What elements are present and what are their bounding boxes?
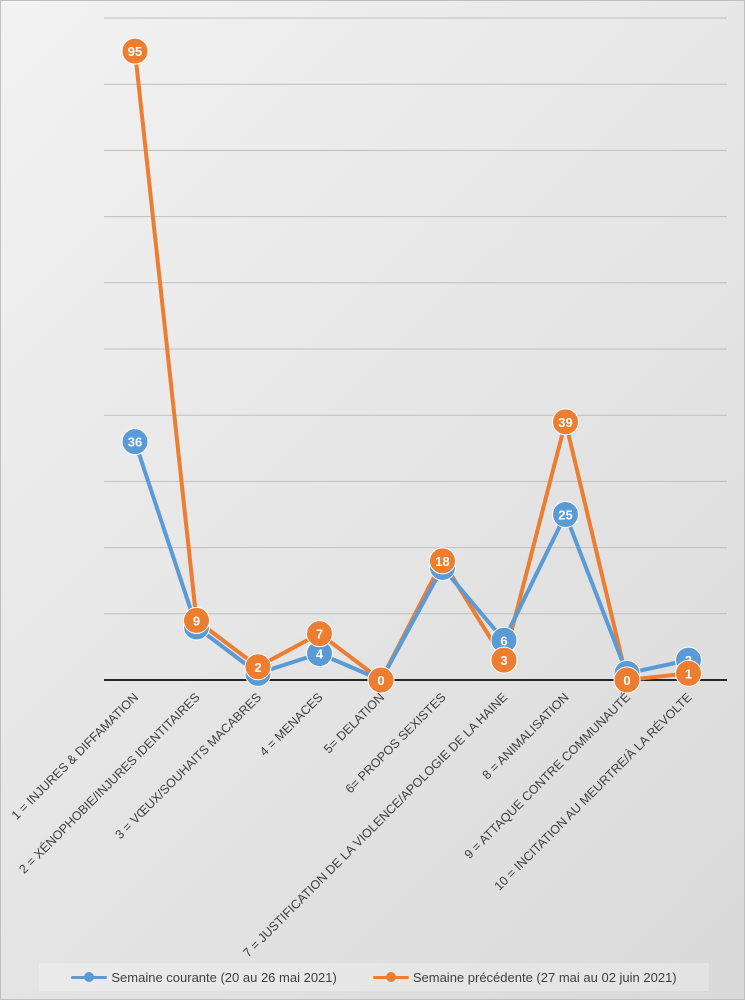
x-tick-label: 1 = INJURES & DIFFAMATION: [9, 690, 141, 822]
legend: Semaine courante (20 au 26 mai 2021) Sem…: [39, 963, 709, 991]
point-marker: [121, 37, 149, 65]
x-tick-label: 6= PROPOS SEXISTES: [343, 690, 449, 796]
data-point: 36: [121, 428, 149, 456]
data-point: 25: [552, 501, 579, 528]
legend-item-previous-week: Semaine précédente (27 mai au 02 juin 20…: [372, 969, 677, 985]
data-label: 2: [254, 660, 261, 675]
data-point: 1: [675, 659, 702, 687]
series-points: 36814017625139592701833901: [121, 37, 702, 694]
x-tick-label: 4 = MENACES: [257, 690, 326, 759]
data-label: 9: [193, 613, 200, 628]
data-point: 18: [429, 547, 456, 575]
data-point: 9: [183, 606, 210, 634]
series-lines: [133, 50, 689, 682]
data-label: 18: [435, 554, 449, 569]
legend-label-previous-week: Semaine précédente (27 mai au 02 juin 20…: [412, 969, 677, 985]
point-marker: [367, 666, 395, 694]
data-label: 0: [623, 673, 630, 688]
point-marker: [613, 666, 641, 694]
data-label: 39: [558, 415, 572, 430]
x-tick-label: 5= DELATION: [321, 690, 387, 756]
series-line-1: [133, 50, 689, 682]
point-marker: [183, 606, 210, 634]
point-marker: [552, 408, 579, 436]
data-label: 1: [685, 666, 692, 681]
data-label: 3: [500, 653, 507, 668]
data-point: 3: [490, 646, 518, 674]
data-label: 25: [558, 508, 572, 523]
data-point: 0: [367, 666, 395, 694]
data-label: 7: [316, 627, 323, 642]
data-point: 2: [244, 653, 272, 681]
legend-item-current-week: Semaine courante (20 au 26 mai 2021): [71, 969, 337, 985]
data-label: 36: [128, 435, 142, 450]
point-marker: [306, 620, 333, 648]
gridlines: [104, 17, 727, 681]
data-label: 4: [316, 647, 324, 662]
point-marker: [675, 659, 702, 687]
data-point: 95: [121, 37, 149, 65]
legend-swatch-current-week: [71, 971, 108, 983]
point-marker: [429, 547, 456, 575]
data-label: 0: [377, 673, 384, 688]
legend-swatch-previous-week: [372, 971, 409, 983]
data-point: 0: [613, 666, 641, 694]
data-label: 6: [500, 633, 507, 648]
series-line-0: [133, 441, 689, 682]
legend-label-current-week: Semaine courante (20 au 26 mai 2021): [111, 969, 337, 985]
data-label: 95: [128, 44, 142, 59]
point-marker: [121, 428, 149, 456]
data-point: 39: [552, 408, 579, 436]
point-marker: [490, 646, 518, 674]
point-marker: [552, 501, 579, 528]
data-point: 7: [306, 620, 333, 648]
point-marker: [244, 653, 272, 681]
